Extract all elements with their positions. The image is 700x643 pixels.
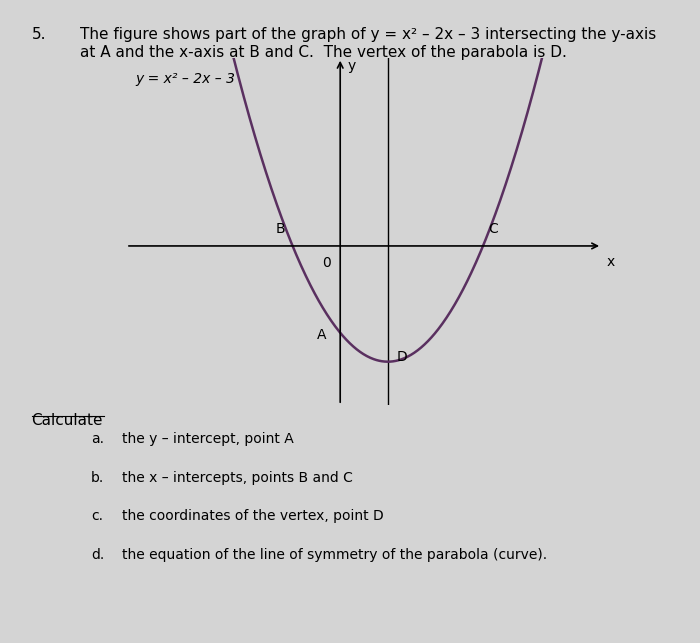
Text: B: B	[276, 222, 286, 236]
Text: C: C	[488, 222, 498, 236]
Text: the y – intercept, point A: the y – intercept, point A	[122, 432, 294, 446]
Text: a.: a.	[91, 432, 104, 446]
Text: 0: 0	[322, 256, 330, 270]
Text: d.: d.	[91, 548, 104, 562]
Text: 5.: 5.	[32, 27, 46, 42]
Text: b.: b.	[91, 471, 104, 485]
Text: y: y	[347, 59, 356, 73]
Text: the x – intercepts, points B and C: the x – intercepts, points B and C	[122, 471, 354, 485]
Text: A: A	[316, 329, 326, 343]
Text: y = x² – 2x – 3: y = x² – 2x – 3	[136, 72, 235, 86]
Text: at A and the x-axis at B and C.  The vertex of the parabola is D.: at A and the x-axis at B and C. The vert…	[80, 45, 568, 60]
Text: the equation of the line of symmetry of the parabola (curve).: the equation of the line of symmetry of …	[122, 548, 547, 562]
Text: The figure shows part of the graph of y = x² – 2x – 3 intersecting the y-axis: The figure shows part of the graph of y …	[80, 27, 657, 42]
Text: Calculate: Calculate	[32, 413, 103, 428]
Text: x: x	[607, 255, 615, 269]
Text: the coordinates of the vertex, point D: the coordinates of the vertex, point D	[122, 509, 384, 523]
Text: D: D	[396, 350, 407, 364]
Text: c.: c.	[91, 509, 103, 523]
